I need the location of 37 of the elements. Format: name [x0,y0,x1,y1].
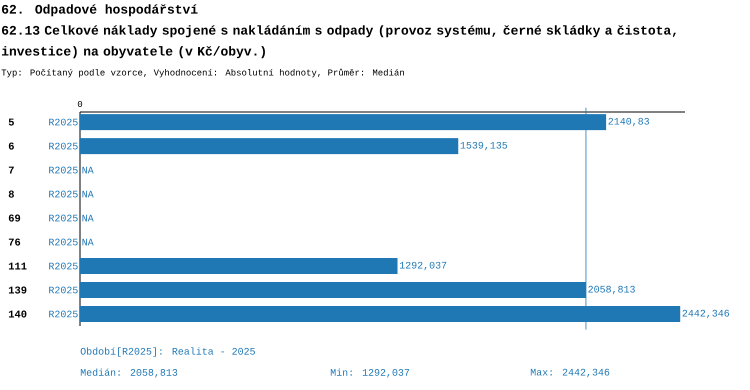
text: R2025 [49,214,78,222]
bar [80,258,398,274]
y-tick-label: 76 [8,238,20,246]
text: R2025 [49,286,78,294]
bar [80,138,458,154]
series-label: R2025 [49,118,78,126]
data-label: 1539,135 [460,142,508,150]
y-tick-label: 111 [8,262,27,270]
text: Max: 2442,346 [530,368,610,378]
text: Medián: 2058,813 [80,368,178,378]
chart-title: 62. Odpadové hospodářství [2,4,198,16]
y-tick-label: 69 [8,214,20,222]
text: R2025 [49,262,78,270]
data-label: 2442,346 [682,310,730,318]
chart-subtitle: 62.13 Celkové náklady spojené s nakládáním s odpady (provoz systému, černé skládky a čistota, investice) na obyvatele (v Kč/obyv.) [2,25,676,58]
text: NA [82,190,94,198]
y-tick-label: 5 [8,118,14,126]
text: NA [82,214,94,222]
text: R2025 [49,190,78,198]
y-tick-label: 6 [8,142,14,150]
text: R2025 [49,310,78,318]
text: Min: 1292,037 [330,368,410,378]
y-tick-label: 140 [8,310,26,318]
text: 0 [78,100,82,108]
data-label: 2058,813 [588,286,635,294]
text: R2025 [49,142,78,150]
data-label: 2140,83 [608,118,650,126]
data-label: 1292,037 [400,262,446,270]
text: NA [82,166,94,174]
text: NA [82,238,94,246]
text: Typ: Počítaný podle vzorce, Vyhodnocení: Absolutní hodnoty, Průměr: Medián [2,68,404,78]
text: R2025 [49,166,78,174]
y-tick-label: 139 [8,286,26,294]
y-tick-label: 8 [8,190,14,198]
text: R2025 [49,238,78,246]
y-tick-label: 7 [8,166,14,174]
text: Období[R2025]: Realita - 2025 [80,347,255,357]
